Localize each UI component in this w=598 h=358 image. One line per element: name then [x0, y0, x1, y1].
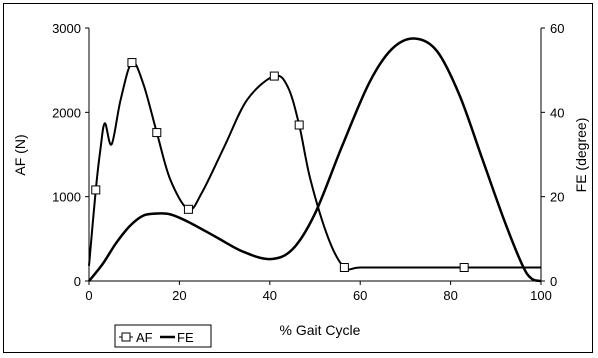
y-right-tick-label: 60 — [550, 21, 564, 36]
x-tick-label: 20 — [172, 288, 186, 303]
x-tick-label: 40 — [263, 288, 277, 303]
y-left-tick-label: 3000 — [52, 21, 81, 36]
fe-series-line — [88, 37, 542, 283]
af-marker — [459, 263, 469, 273]
x-tick-label: 0 — [85, 288, 92, 303]
legend-af-marker — [121, 332, 131, 342]
af-marker — [127, 58, 137, 68]
series-lines — [88, 37, 542, 283]
legend-fe-label: FE — [177, 330, 194, 345]
af-marker — [294, 120, 304, 130]
y-left-tick-label: 1000 — [52, 190, 81, 205]
x-tick-label: 100 — [530, 288, 552, 303]
af-marker — [183, 204, 193, 214]
y-right-tick-label: 40 — [550, 105, 564, 120]
chart-frame — [3, 3, 593, 353]
legend-af-label: AF — [136, 330, 153, 345]
legend: AF FE — [114, 324, 212, 348]
axes — [85, 27, 545, 285]
af-markers — [91, 58, 469, 273]
x-axis-title: % Gait Cycle — [280, 322, 361, 338]
y-left-tick-label: 0 — [74, 274, 81, 289]
y-right-tick-label: 0 — [550, 274, 557, 289]
y-right-axis-title: FE (degree) — [573, 118, 589, 193]
af-series-line — [88, 61, 541, 271]
y-left-tick-label: 2000 — [52, 105, 81, 120]
af-marker — [91, 185, 101, 195]
x-tick-label: 80 — [443, 288, 457, 303]
af-marker — [339, 263, 349, 273]
y-left-axis-title: AF (N) — [12, 134, 28, 175]
x-tick-label: 60 — [353, 288, 367, 303]
af-marker — [152, 128, 162, 138]
af-marker — [269, 71, 279, 81]
y-right-tick-label: 20 — [550, 190, 564, 205]
